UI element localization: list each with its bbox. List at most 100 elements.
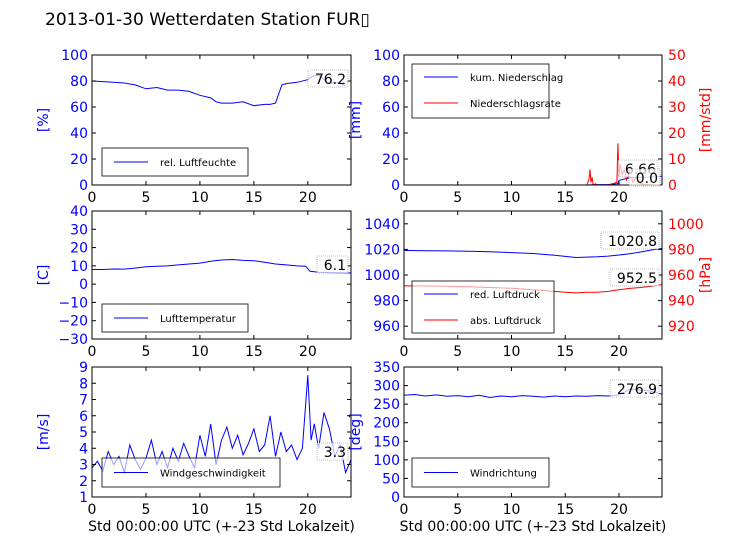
- temperature-y-tick-label: −30: [58, 332, 88, 348]
- pressure-y-axis-label-right: [hPa]: [698, 257, 714, 293]
- winddirection-y-tick-label: 0: [391, 490, 400, 506]
- winddirection-y-tick-label: 350: [373, 360, 400, 376]
- temperature-y-axis-label: [C]: [36, 265, 52, 286]
- precipitation-value-box-1: [628, 168, 661, 187]
- humidity-value-box-0: [307, 69, 349, 88]
- winddirection-y-tick-label: 300: [373, 379, 400, 395]
- pressure-y-tick-label-right: 940: [668, 294, 695, 310]
- humidity-legend-label-0: rel. Luftfeuchte: [160, 158, 236, 169]
- pressure-x-tick-label: 0: [400, 344, 409, 360]
- winddirection-y-tick-label: 100: [373, 453, 400, 469]
- precipitation-x-tick-label: 0: [400, 190, 409, 206]
- winddirection-plot-frame: [403, 366, 663, 498]
- temperature-x-tick-label: 5: [141, 344, 150, 360]
- pressure-y-tick-label: 980: [373, 294, 400, 310]
- winddirection-legend-label-0: Windrichtung: [470, 469, 537, 480]
- humidity-y-tick-label: 40: [70, 126, 88, 142]
- precipitation-plot-frame: [403, 54, 663, 186]
- temperature-value-box-0: [316, 255, 349, 274]
- windspeed-y-tick-label: 6: [79, 409, 88, 425]
- windspeed-y-tick-label: 7: [79, 393, 88, 409]
- temperature-y-tick-label: 10: [70, 259, 88, 275]
- precipitation-y-tick-label: 40: [382, 126, 400, 142]
- temperature-plot-frame: [91, 210, 352, 340]
- windspeed-y-tick-label: 3: [79, 458, 88, 474]
- precipitation-y-tick-label-right: 20: [668, 126, 686, 142]
- winddirection-y-tick-label: 150: [373, 434, 400, 450]
- winddirection-y-axis-label: [deg]: [348, 413, 364, 450]
- windspeed-x-tick-label: 10: [191, 502, 209, 518]
- figure-title: 2013-01-30 Wetterdaten Station FUR▯: [45, 10, 370, 30]
- winddirection-y-tick-label: 200: [373, 416, 400, 432]
- windspeed-value-box-0: [316, 442, 349, 461]
- pressure-value-box-0: [600, 231, 660, 250]
- windspeed-y-tick-label: 2: [79, 474, 88, 490]
- precipitation-x-tick-label: 15: [556, 190, 574, 206]
- windspeed-value-label-0: 3.3: [324, 445, 346, 461]
- temperature-y-tick-label: −20: [58, 314, 88, 330]
- windspeed-x-tick-label: 0: [88, 502, 97, 518]
- precipitation-y-tick-label-right: 30: [668, 100, 686, 116]
- humidity-plot-frame: [91, 54, 352, 186]
- pressure-value-label-0: 1020.8: [608, 234, 657, 250]
- winddirection-value-label-0: 276.9: [617, 382, 657, 398]
- temperature-y-tick-label: 40: [70, 204, 88, 220]
- pressure-value-label-1: 952.5: [617, 271, 657, 287]
- temperature-y-tick-label: 20: [70, 241, 88, 257]
- pressure-y-tick-label-right: 1000: [668, 217, 704, 233]
- windspeed-y-tick-label: 9: [79, 360, 88, 376]
- humidity-x-tick-label: 0: [88, 190, 97, 206]
- humidity-y-tick-label: 0: [79, 178, 88, 194]
- pressure-legend-label-1: abs. Luftdruck: [470, 316, 541, 327]
- pressure-y-tick-label: 1000: [364, 268, 400, 284]
- humidity-y-tick-label: 80: [70, 74, 88, 90]
- pressure-x-tick-label: 15: [556, 344, 574, 360]
- humidity-series-line-0: [91, 74, 346, 107]
- humidity-y-tick-label: 20: [70, 152, 88, 168]
- humidity-y-axis-label: [%]: [36, 108, 52, 132]
- humidity-value-label-0: 76.2: [315, 72, 346, 88]
- precipitation-y-axis-label-right: [mm/std]: [698, 88, 714, 153]
- pressure-y-tick-label: 1020: [364, 242, 400, 258]
- winddirection-x-tick-label: 15: [556, 502, 574, 518]
- temperature-y-tick-label: 0: [79, 277, 88, 293]
- precipitation-y-tick-label-right: 10: [668, 152, 686, 168]
- precipitation-x-tick-label: 10: [503, 190, 521, 206]
- precipitation-y-tick-label: 20: [382, 152, 400, 168]
- temperature-legend-label-0: Lufttemperatur: [160, 314, 237, 325]
- precipitation-y-tick-label-right: 0: [668, 178, 677, 194]
- pressure-x-tick-label: 10: [503, 344, 521, 360]
- winddirection-x-tick-label: 5: [453, 502, 462, 518]
- windspeed-x-tick-label: 20: [299, 502, 317, 518]
- precipitation-legend-label-0: kum. Niederschlag: [470, 73, 563, 84]
- temperature-x-tick-label: 0: [88, 344, 97, 360]
- windspeed-y-tick-label: 4: [79, 441, 88, 457]
- winddirection-y-tick-label: 250: [373, 397, 400, 413]
- precipitation-y-tick-label: 100: [373, 48, 400, 64]
- pressure-series-line-0: [403, 247, 663, 259]
- temperature-x-tick-label: 20: [299, 344, 317, 360]
- humidity-x-tick-label: 20: [299, 190, 317, 206]
- windspeed-y-axis-label: [m/s]: [36, 414, 52, 451]
- pressure-y-tick-label-right: 920: [668, 319, 695, 335]
- pressure-y-tick-label-right: 980: [668, 242, 695, 258]
- precipitation-y-tick-label-right: 40: [668, 74, 686, 90]
- winddirection-x-tick-label: 0: [400, 502, 409, 518]
- pressure-legend-label-0: red. Luftdruck: [470, 290, 540, 301]
- precipitation-x-tick-label: 5: [453, 190, 462, 206]
- temperature-y-tick-label: −10: [58, 295, 88, 311]
- pressure-legend-box: [411, 280, 555, 334]
- pressure-x-tick-label: 20: [610, 344, 628, 360]
- precipitation-series-line-0: [404, 175, 663, 186]
- precipitation-y-tick-label-right: 50: [668, 48, 686, 64]
- winddirection-x-axis-label: Std 00:00:00 UTC (+-23 Std Lokalzeit): [400, 519, 667, 535]
- humidity-x-tick-label: 15: [245, 190, 263, 206]
- humidity-x-tick-label: 5: [141, 190, 150, 206]
- pressure-y-tick-label: 960: [373, 319, 400, 335]
- precipitation-value-label-1: 0.0: [636, 171, 658, 187]
- humidity-y-tick-label: 60: [70, 100, 88, 116]
- precipitation-y-axis-label: [mm]: [348, 101, 364, 139]
- temperature-x-tick-label: 15: [245, 344, 263, 360]
- temperature-y-tick-label: 30: [70, 222, 88, 238]
- humidity-y-tick-label: 100: [61, 48, 88, 64]
